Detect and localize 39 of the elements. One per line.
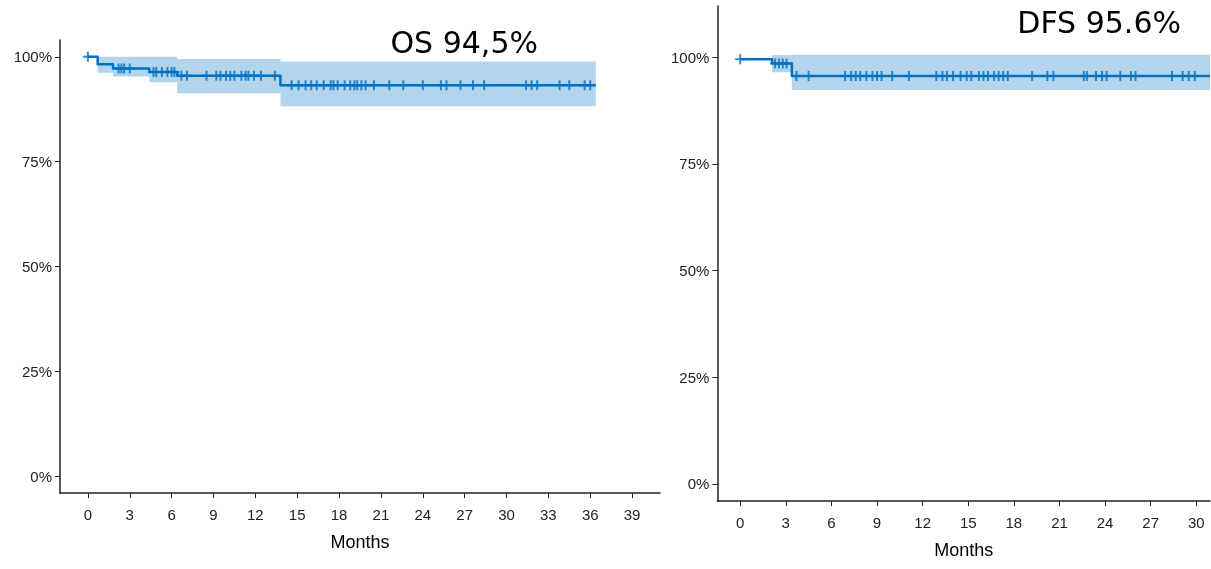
x-tick-label: 18 bbox=[1005, 514, 1023, 531]
x-tick-label: 6 bbox=[167, 506, 176, 523]
x-tick-label: 24 bbox=[1096, 514, 1114, 531]
x-tick-label: 30 bbox=[498, 506, 515, 523]
y-tick-label: 50% bbox=[679, 262, 710, 280]
y-tick-label: 100% bbox=[670, 48, 710, 66]
x-tick-label: 3 bbox=[125, 506, 134, 523]
y-tick-label: 0% bbox=[30, 467, 52, 485]
chart-title: DFS 95.6% bbox=[1017, 4, 1182, 40]
x-tick-label: 39 bbox=[623, 506, 641, 523]
x-tick-label: 9 bbox=[209, 506, 218, 523]
x-tick-label: 12 bbox=[247, 506, 264, 523]
x-tick-label: 9 bbox=[872, 514, 882, 531]
x-tick-label: 6 bbox=[827, 514, 836, 531]
y-tick-label: 75% bbox=[679, 155, 710, 173]
x-tick-label: 21 bbox=[1051, 514, 1068, 531]
x-tick-label: 21 bbox=[372, 506, 390, 523]
y-tick-label: 25% bbox=[679, 368, 710, 386]
x-axis-title: Months bbox=[330, 532, 390, 552]
x-axis-title: Months bbox=[934, 540, 994, 560]
x-tick-label: 15 bbox=[288, 506, 306, 523]
y-tick-label: 0% bbox=[687, 475, 710, 493]
x-tick-label: 3 bbox=[781, 514, 790, 531]
x-tick-label: 27 bbox=[1142, 514, 1160, 531]
y-tick-label: 50% bbox=[21, 258, 52, 275]
x-tick-label: 30 bbox=[1187, 514, 1205, 531]
x-tick-label: 18 bbox=[330, 506, 348, 523]
x-tick-label: 12 bbox=[914, 514, 931, 531]
x-tick-label: 33 bbox=[540, 506, 557, 523]
chart-title: OS 94,5% bbox=[390, 24, 538, 60]
x-tick-label: 15 bbox=[959, 514, 977, 531]
y-tick-label: 25% bbox=[21, 362, 52, 380]
x-tick-label: 36 bbox=[581, 506, 599, 523]
y-tick-label: 100% bbox=[13, 48, 52, 66]
x-tick-label: 0 bbox=[736, 514, 745, 531]
y-tick-label: 75% bbox=[21, 153, 52, 171]
x-tick-label: 27 bbox=[456, 506, 473, 523]
x-tick-label: 0 bbox=[83, 506, 93, 523]
x-tick-label: 24 bbox=[414, 506, 432, 523]
